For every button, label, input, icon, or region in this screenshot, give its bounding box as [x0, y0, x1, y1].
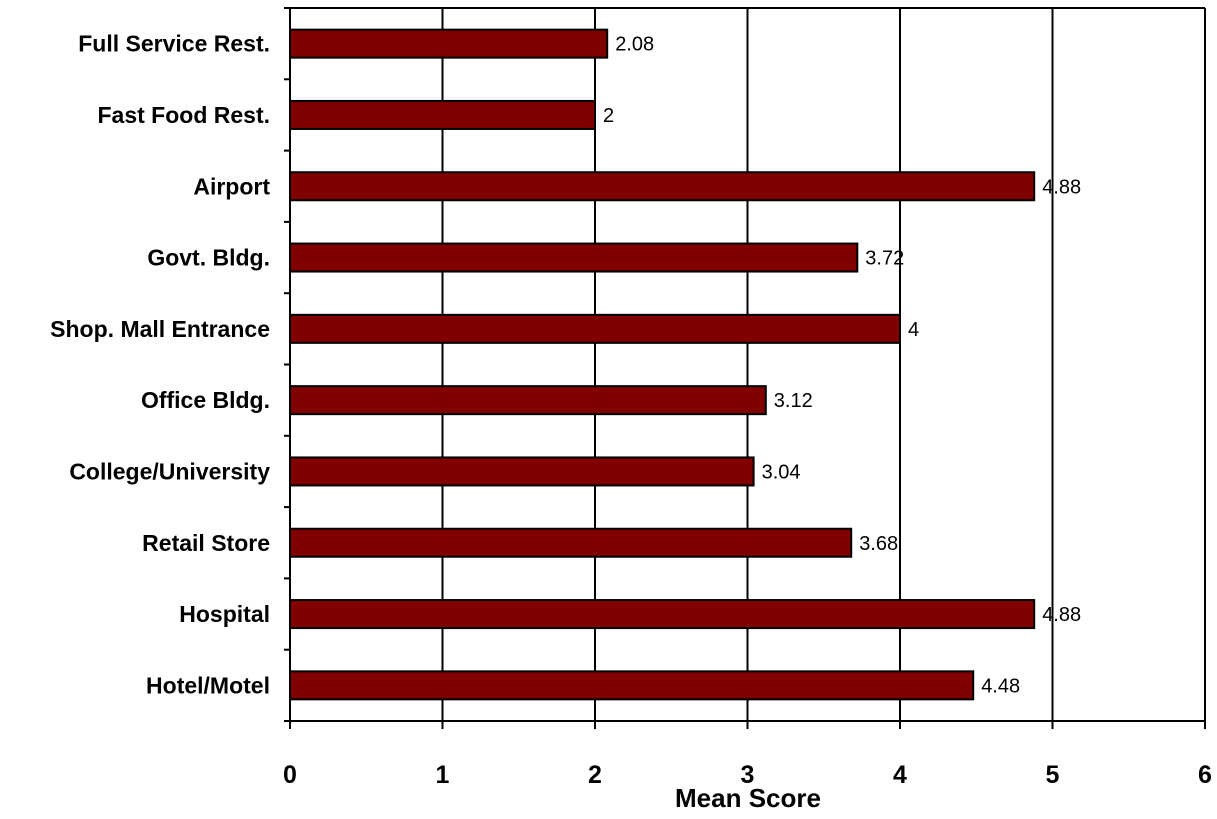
x-tick-label-0: 0: [283, 761, 297, 789]
data-label-9: 4.48: [981, 675, 1020, 697]
category-label-6: College/University: [69, 458, 270, 484]
bar-6: [289, 456, 755, 487]
category-label-8: Hospital: [179, 601, 270, 627]
category-label-0: Full Service Rest.: [78, 31, 270, 57]
category-label-5: Office Bldg.: [141, 387, 270, 413]
data-label-5: 3.12: [774, 390, 813, 412]
category-labels: Full Service Rest. Fast Food Rest. Airport…: [50, 31, 270, 699]
x-tick-label-1: 1: [436, 761, 450, 789]
x-tick-label-4: 4: [893, 761, 907, 789]
x-tick-label-6: 6: [1198, 761, 1212, 789]
data-label-1: 2: [603, 105, 614, 127]
data-label-2: 4.88: [1042, 176, 1081, 198]
x-tick-label-5: 5: [1046, 761, 1060, 789]
bar-4: [289, 313, 901, 344]
category-label-4: Shop. Mall Entrance: [50, 316, 270, 342]
x-tick-labels: 0 1 2 3 4 5 6: [283, 761, 1212, 789]
data-label-3: 3.72: [865, 248, 904, 270]
bars: [289, 28, 1036, 701]
bar-9: [289, 670, 975, 701]
data-label-0: 2.08: [615, 34, 654, 56]
bar-5: [289, 385, 767, 416]
category-label-1: Fast Food Rest.: [97, 102, 270, 128]
bar-8: [289, 599, 1036, 630]
bar-1: [289, 99, 596, 130]
x-axis-title: Mean Score: [675, 783, 821, 813]
bar-7: [289, 527, 853, 558]
x-tick-label-2: 2: [588, 761, 602, 789]
data-label-7: 3.68: [859, 533, 898, 555]
category-label-7: Retail Store: [142, 530, 270, 556]
bar-3: [289, 242, 859, 273]
axes: [284, 7, 1206, 729]
x-tick-label-3: 3: [741, 761, 755, 789]
data-label-8: 4.88: [1042, 604, 1081, 626]
data-label-6: 3.04: [762, 461, 801, 483]
category-label-9: Hotel/Motel: [146, 672, 270, 698]
data-label-4: 4: [908, 319, 919, 341]
data-labels: 2.08 2 4.88 3.72 4 3.12 3.04 3.68 4.88 4.48: [603, 34, 1081, 698]
category-label-3: Govt. Bldg.: [147, 245, 270, 271]
bar-0: [289, 28, 609, 59]
category-label-2: Airport: [193, 173, 270, 199]
bar-2: [289, 171, 1036, 202]
